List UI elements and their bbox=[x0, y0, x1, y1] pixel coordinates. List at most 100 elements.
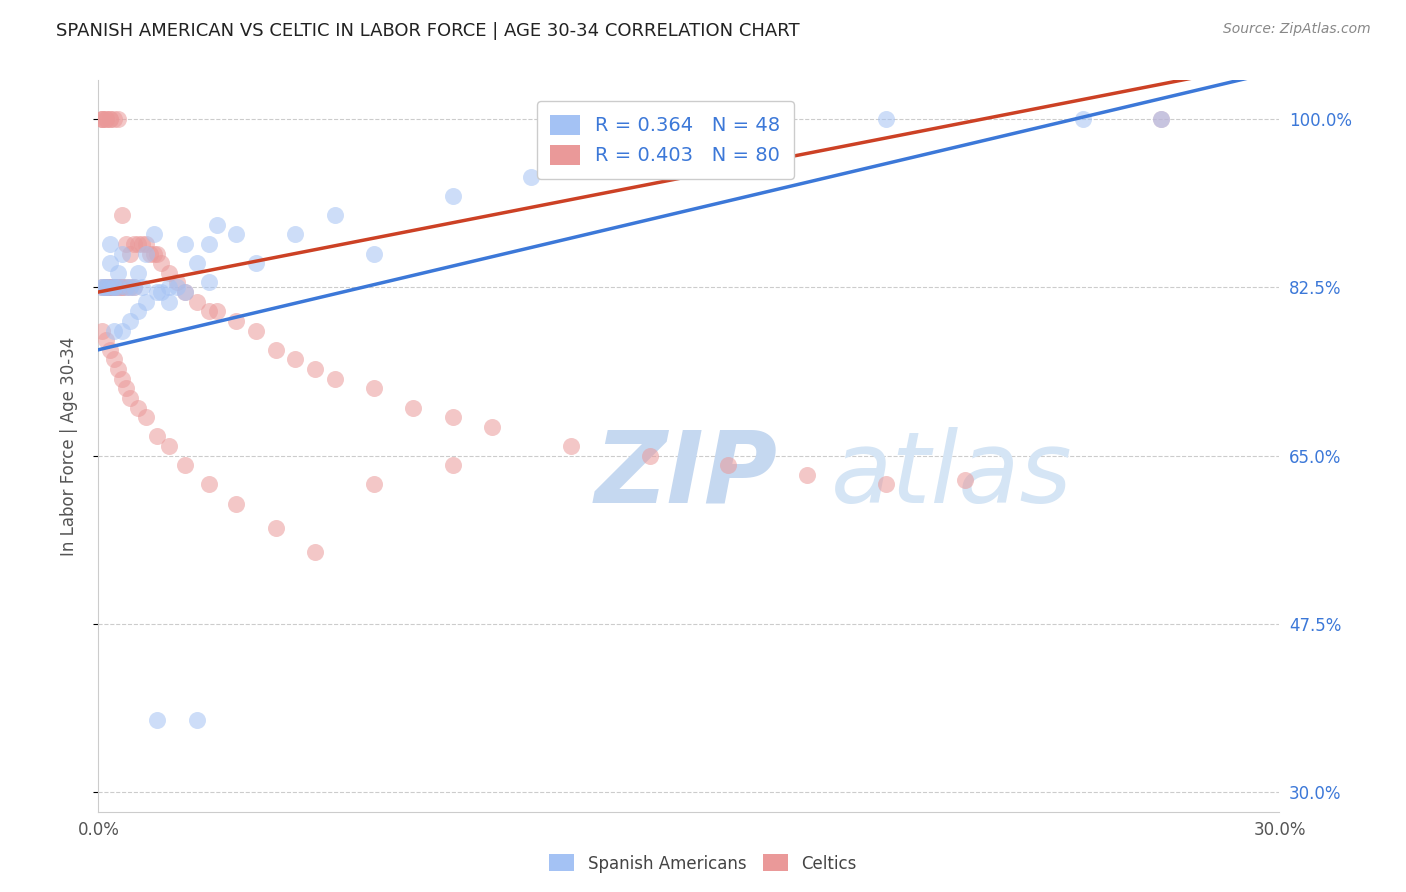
Point bbox=[264, 343, 287, 357]
Point bbox=[98, 280, 121, 294]
Point bbox=[717, 458, 740, 473]
Point bbox=[115, 381, 138, 395]
Point bbox=[284, 227, 307, 242]
Point bbox=[205, 218, 228, 232]
Point bbox=[98, 112, 121, 126]
Point bbox=[875, 477, 897, 491]
Point bbox=[135, 236, 157, 251]
Point bbox=[96, 280, 118, 294]
Point bbox=[402, 401, 425, 415]
Point bbox=[638, 449, 661, 463]
Point bbox=[98, 280, 121, 294]
Point bbox=[103, 112, 125, 126]
Point bbox=[157, 266, 180, 280]
Point bbox=[264, 521, 287, 535]
Point bbox=[135, 410, 157, 425]
Point bbox=[1150, 112, 1173, 126]
Legend: Spanish Americans, Celtics: Spanish Americans, Celtics bbox=[543, 847, 863, 880]
Point bbox=[174, 285, 197, 299]
Point bbox=[186, 256, 208, 270]
Point bbox=[118, 280, 141, 294]
Point bbox=[441, 410, 464, 425]
Point bbox=[174, 285, 197, 299]
Point bbox=[91, 280, 114, 294]
Point bbox=[678, 150, 700, 164]
Point bbox=[225, 227, 247, 242]
Point bbox=[441, 458, 464, 473]
Point bbox=[225, 497, 247, 511]
Point bbox=[118, 280, 141, 294]
Point bbox=[138, 246, 160, 260]
Point bbox=[146, 429, 169, 443]
Point bbox=[142, 246, 165, 260]
Point bbox=[98, 112, 121, 126]
Point bbox=[98, 280, 121, 294]
Point bbox=[560, 439, 582, 453]
Y-axis label: In Labor Force | Age 30-34: In Labor Force | Age 30-34 bbox=[59, 336, 77, 556]
Point bbox=[118, 391, 141, 405]
Point bbox=[103, 280, 125, 294]
Point bbox=[225, 314, 247, 328]
Point bbox=[103, 280, 125, 294]
Point bbox=[107, 362, 129, 376]
Point bbox=[157, 280, 180, 294]
Point bbox=[122, 236, 145, 251]
Point bbox=[103, 352, 125, 367]
Point bbox=[197, 304, 219, 318]
Point bbox=[122, 280, 145, 294]
Point bbox=[363, 477, 385, 491]
Point bbox=[107, 280, 129, 294]
Point bbox=[118, 246, 141, 260]
Point bbox=[107, 266, 129, 280]
Point bbox=[96, 333, 118, 347]
Text: atlas: atlas bbox=[831, 426, 1073, 524]
Point bbox=[166, 280, 188, 294]
Point bbox=[1150, 112, 1173, 126]
Point bbox=[323, 371, 346, 385]
Point bbox=[107, 112, 129, 126]
Point bbox=[245, 324, 267, 338]
Point bbox=[115, 280, 138, 294]
Point bbox=[91, 280, 114, 294]
Point bbox=[103, 324, 125, 338]
Point bbox=[875, 112, 897, 126]
Point bbox=[245, 256, 267, 270]
Point bbox=[157, 439, 180, 453]
Point bbox=[146, 246, 169, 260]
Point bbox=[157, 294, 180, 309]
Point bbox=[186, 294, 208, 309]
Point bbox=[1071, 112, 1094, 126]
Point bbox=[91, 280, 114, 294]
Point bbox=[96, 280, 118, 294]
Point bbox=[953, 473, 976, 487]
Point bbox=[197, 477, 219, 491]
Point bbox=[127, 304, 149, 318]
Point bbox=[122, 280, 145, 294]
Point bbox=[131, 236, 153, 251]
Point bbox=[111, 246, 134, 260]
Point bbox=[150, 256, 173, 270]
Point bbox=[96, 112, 118, 126]
Point bbox=[441, 188, 464, 202]
Point bbox=[98, 236, 121, 251]
Point bbox=[118, 314, 141, 328]
Point bbox=[96, 112, 118, 126]
Point bbox=[91, 324, 114, 338]
Point bbox=[111, 280, 134, 294]
Point bbox=[205, 304, 228, 318]
Point bbox=[304, 362, 326, 376]
Point bbox=[96, 280, 118, 294]
Point bbox=[174, 458, 197, 473]
Point bbox=[197, 236, 219, 251]
Point bbox=[520, 169, 543, 184]
Point bbox=[111, 371, 134, 385]
Point bbox=[323, 208, 346, 222]
Point bbox=[98, 280, 121, 294]
Point bbox=[146, 285, 169, 299]
Point bbox=[107, 280, 129, 294]
Point bbox=[127, 236, 149, 251]
Point bbox=[96, 280, 118, 294]
Text: Source: ZipAtlas.com: Source: ZipAtlas.com bbox=[1223, 22, 1371, 37]
Point bbox=[103, 280, 125, 294]
Point bbox=[146, 714, 169, 728]
